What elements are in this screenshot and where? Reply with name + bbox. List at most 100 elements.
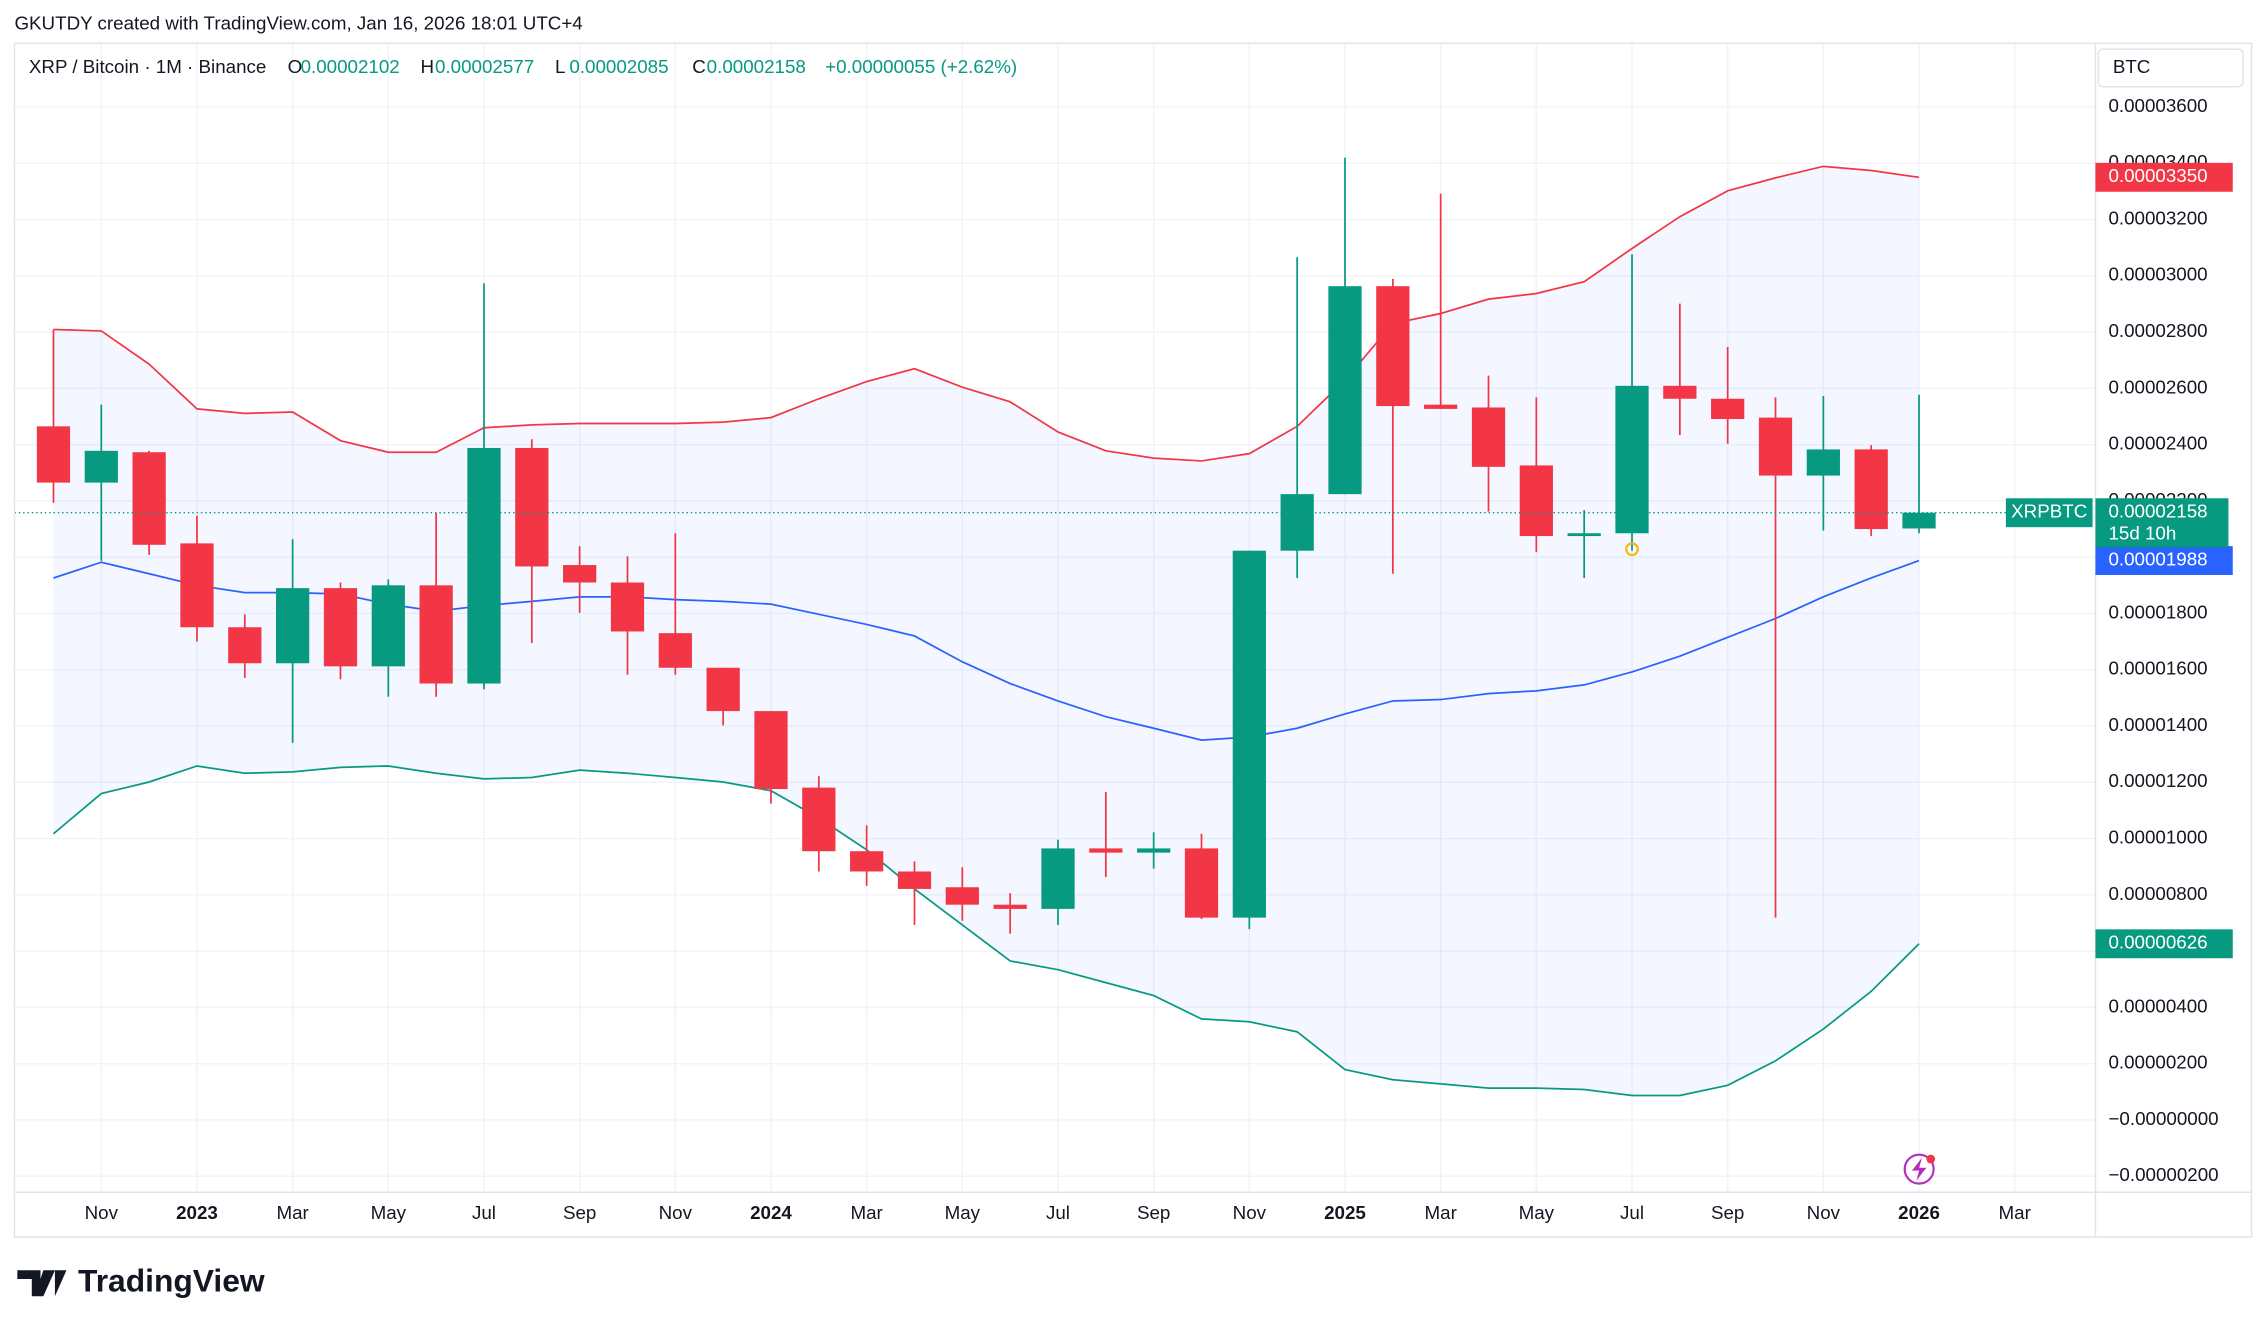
x-tick-label: 2025 <box>1324 1202 1366 1223</box>
candle-body <box>1567 533 1601 537</box>
ohlc-value: 0.00002102 <box>301 56 400 77</box>
candle-body <box>1184 848 1219 918</box>
y-tick-label: −0.00000200 <box>2108 1164 2218 1185</box>
candle-body <box>371 585 405 667</box>
candle-body <box>802 787 836 852</box>
x-tick-label: Mar <box>850 1202 882 1223</box>
x-tick-label: 2024 <box>750 1202 792 1223</box>
currency-button[interactable] <box>2097 48 2244 88</box>
x-tick-label: Mar <box>276 1202 308 1223</box>
event-dot <box>1926 1154 1936 1164</box>
candle-body <box>1089 848 1123 853</box>
symbol-tag <box>2005 498 2093 528</box>
x-tick-label: Jul <box>472 1202 496 1223</box>
countdown: 15d 10h <box>2108 522 2176 543</box>
y-tick-label: 0.00002800 <box>2108 320 2207 341</box>
candle-body <box>1758 417 1793 476</box>
band-line <box>52 765 1920 1097</box>
candle-body <box>36 426 71 483</box>
ohlc-value: 0.00002577 <box>435 56 534 77</box>
price-marker <box>2095 929 2233 959</box>
candle-body <box>276 588 310 664</box>
candle-body <box>1137 848 1171 853</box>
price-marker <box>2095 546 2233 575</box>
y-tick-label: 0.00001800 <box>2108 601 2207 622</box>
price-marker <box>2095 162 2233 192</box>
x-tick-label: 2023 <box>176 1202 218 1223</box>
change: +0.00000055 (+2.62%) <box>825 56 1017 77</box>
credit: GKUTDY created with TradingView.com, Jan… <box>14 13 582 34</box>
ohlc-key: C <box>692 56 706 77</box>
ohlc-key: L <box>555 56 565 77</box>
ohlc-value: 0.00002085 <box>569 56 668 77</box>
candle-body <box>84 450 118 483</box>
candle-body <box>419 585 453 684</box>
candle-body <box>1471 407 1506 467</box>
candle-body <box>180 543 214 628</box>
x-tick-label: Jul <box>1620 1202 1644 1223</box>
y-tick-label: 0.00003200 <box>2108 207 2207 228</box>
ohlc-key: H <box>421 56 435 77</box>
x-tick-label: Jul <box>1046 1202 1070 1223</box>
candle-body <box>1328 286 1362 495</box>
event-marker <box>1625 542 1639 557</box>
candle-body <box>945 887 979 905</box>
candle-body <box>1376 286 1410 407</box>
x-tick-label: Nov <box>659 1202 693 1223</box>
x-tick-label: Sep <box>563 1202 596 1223</box>
band-line <box>53 559 1920 741</box>
ohlc-value: 0.00002158 <box>707 56 806 77</box>
candle-body <box>850 851 884 872</box>
candle-body <box>1663 385 1697 399</box>
price-marker-label: 0.00000626 <box>2108 932 2207 953</box>
price-marker-label: 0.00001988 <box>2108 549 2207 570</box>
symbol-tag-label: XRPBTC <box>2011 501 2087 522</box>
ohlc-key: O <box>288 56 303 77</box>
y-tick-label: 0.00000800 <box>2108 883 2207 904</box>
x-tick-label: Sep <box>1711 1202 1744 1223</box>
candle-body <box>1232 550 1266 918</box>
y-tick-label: 0.00000200 <box>2108 1052 2207 1073</box>
y-tick-label: 0.00000400 <box>2108 995 2207 1016</box>
y-tick-label: −0.00000000 <box>2108 1108 2218 1129</box>
candle-body <box>1806 449 1840 476</box>
x-tick-label: May <box>945 1202 981 1223</box>
x-tick-label: May <box>1519 1202 1555 1223</box>
candle-body <box>1424 404 1458 409</box>
band-line <box>53 165 1920 462</box>
candle-body <box>754 711 788 790</box>
candle-body <box>228 627 262 664</box>
candle-body <box>1519 465 1553 537</box>
price-marker-label: 0.00002158 <box>2108 501 2207 522</box>
brand: TradingView <box>78 1263 265 1299</box>
band-fill <box>53 166 1920 1096</box>
y-tick-label: 0.00001400 <box>2108 714 2207 735</box>
candle-body <box>515 447 549 567</box>
x-tick-label: 2026 <box>1898 1202 1940 1223</box>
event-icon[interactable] <box>1903 1153 1935 1185</box>
price-marker <box>2095 498 2229 548</box>
price-marker-label: 0.00003350 <box>2108 165 2207 186</box>
y-tick-label: 0.00003000 <box>2108 264 2207 285</box>
candle-body <box>1615 385 1649 534</box>
y-tick-label: 0.00001000 <box>2108 827 2207 848</box>
x-tick-label: May <box>371 1202 407 1223</box>
frame <box>13 42 2253 1238</box>
currency[interactable]: BTC <box>2113 56 2151 77</box>
y-tick-label: 0.00003600 <box>2108 95 2207 116</box>
y-tick-label: 0.00001200 <box>2108 770 2207 791</box>
candle-body <box>563 565 597 583</box>
logo-mark <box>17 1270 67 1297</box>
candle-body <box>1902 512 1936 529</box>
candle-body <box>993 904 1027 909</box>
candle-body <box>1041 848 1075 909</box>
x-tick-label: Mar <box>1425 1202 1457 1223</box>
candle-body <box>897 871 932 889</box>
candle-body <box>132 452 166 545</box>
y-tick-label: 0.00002600 <box>2108 376 2207 397</box>
candle-body <box>1711 398 1745 420</box>
symbol: XRP / Bitcoin · 1M · Binance <box>29 56 266 77</box>
candle-body <box>323 588 358 667</box>
candle-body <box>467 447 501 684</box>
